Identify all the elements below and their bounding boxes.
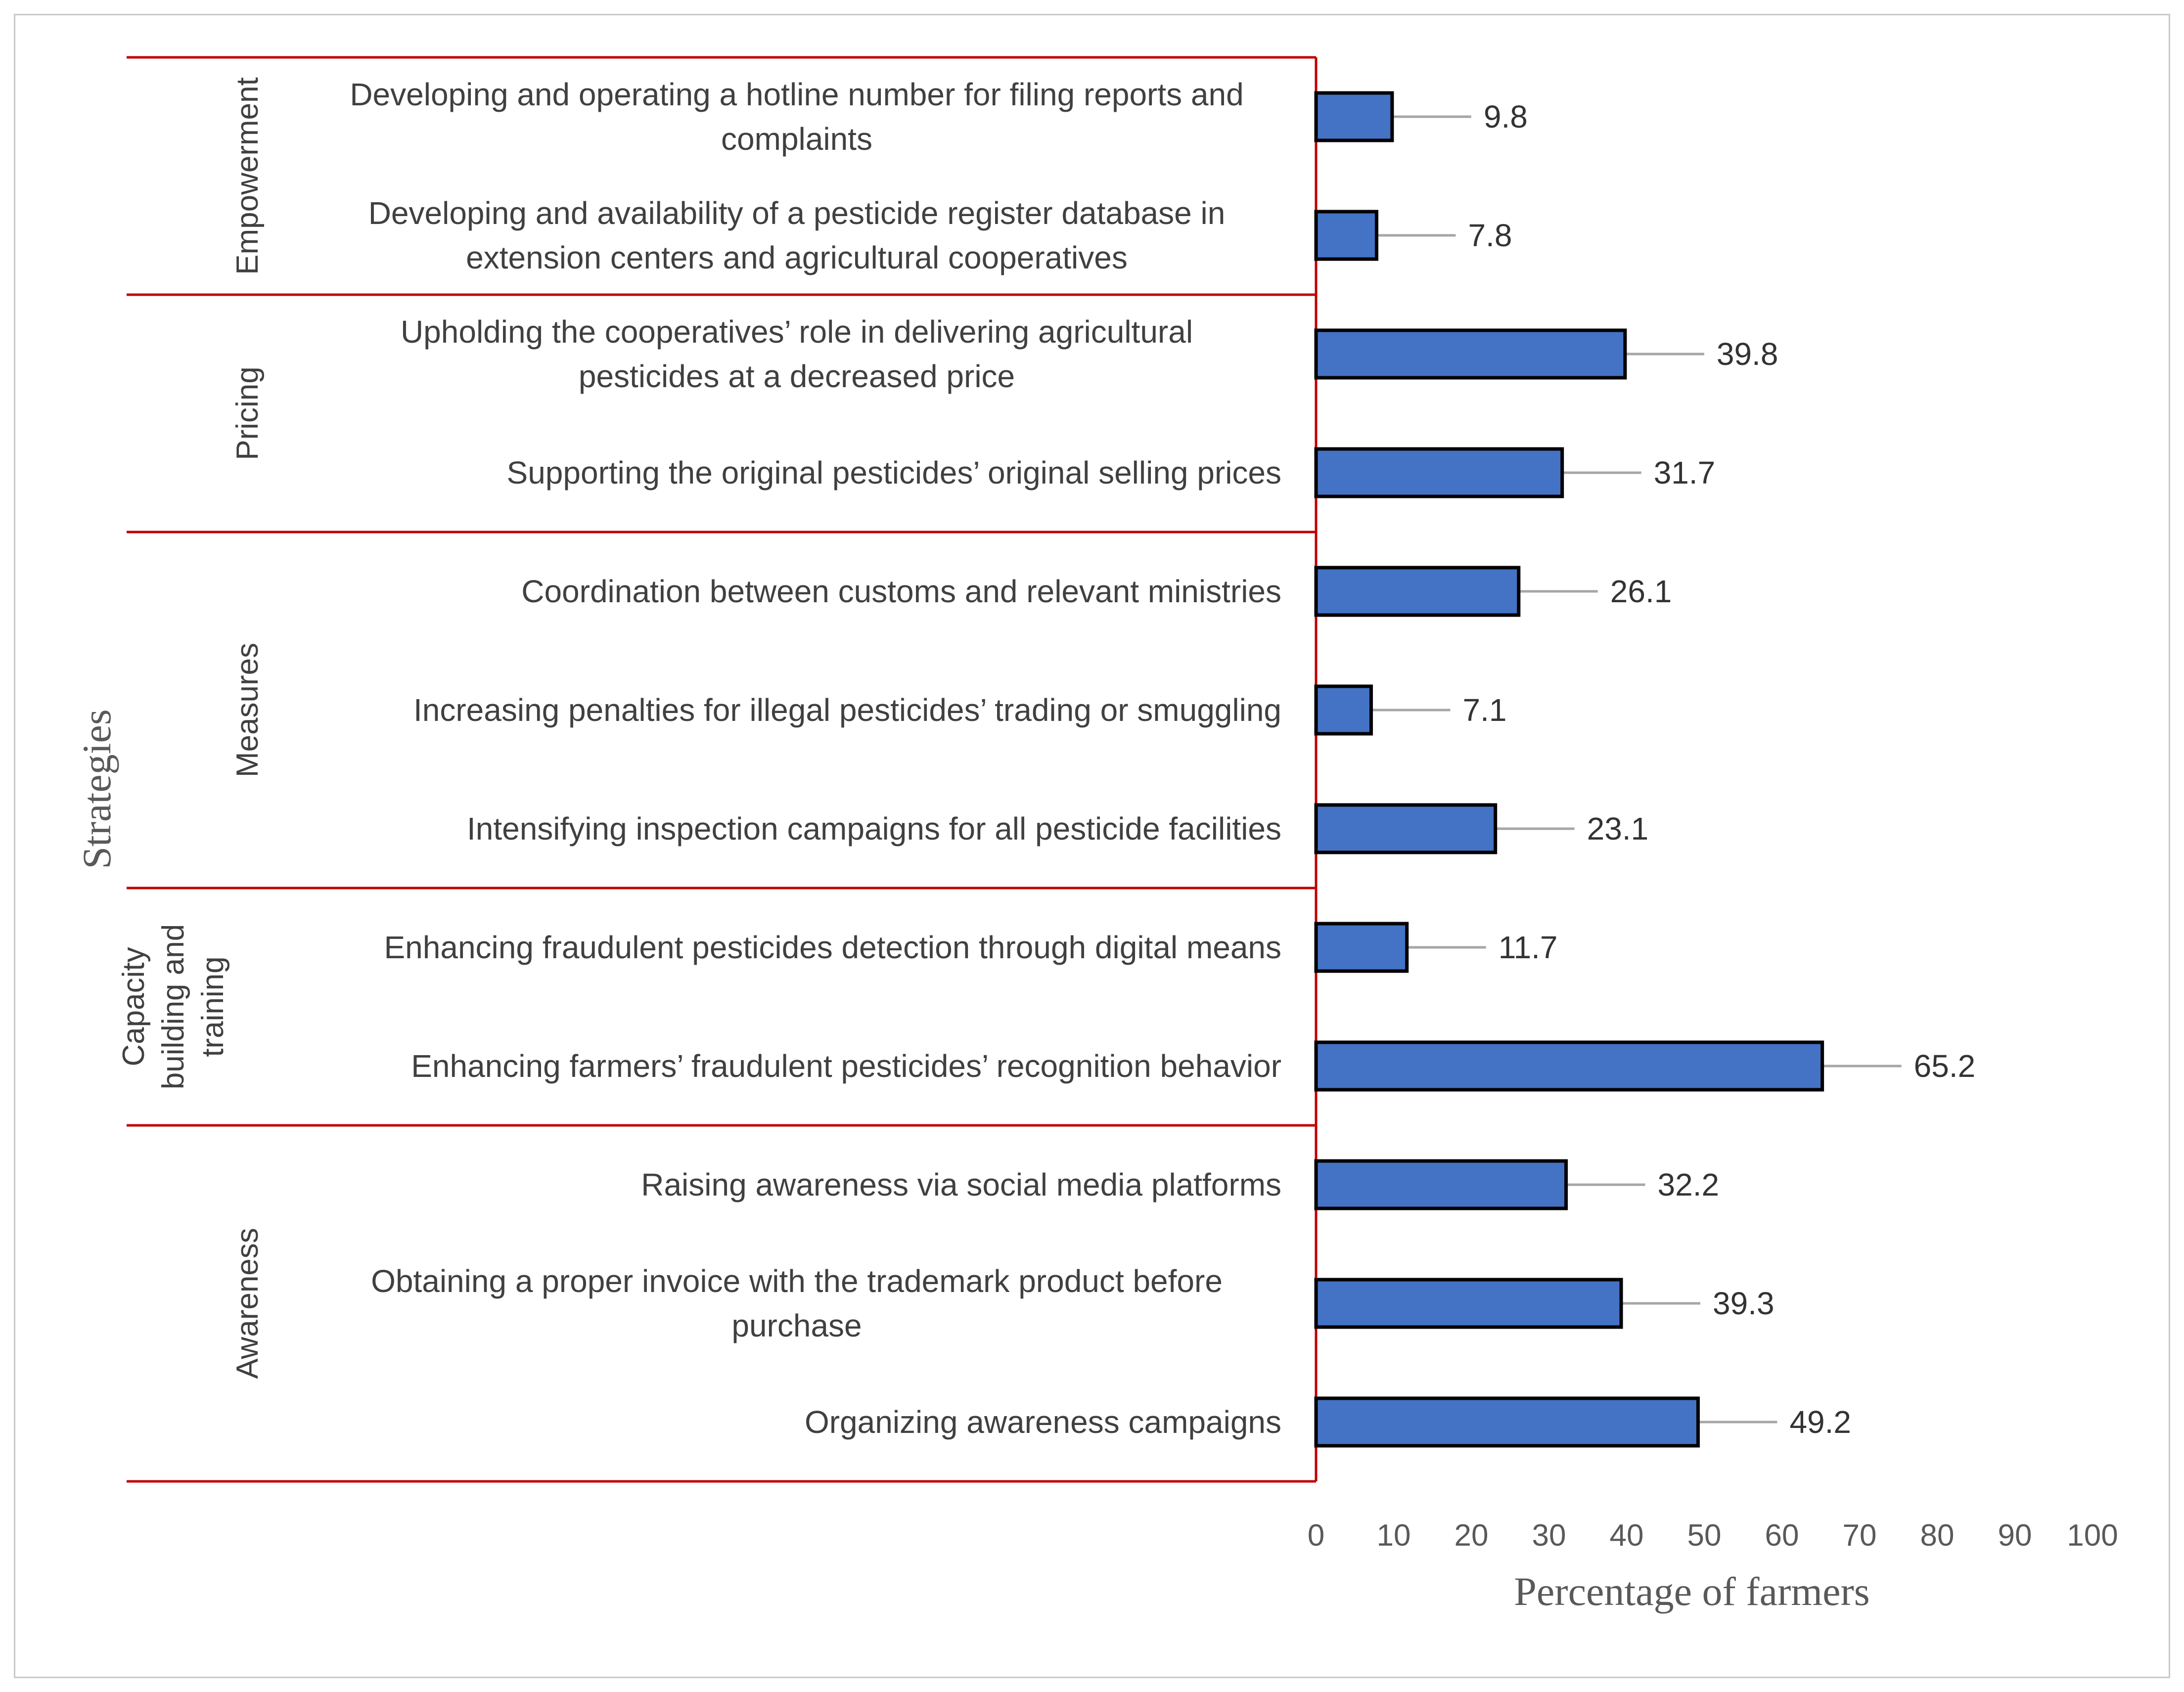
x-tick-label: 20: [1455, 1518, 1489, 1553]
value-label: 26.1: [1610, 574, 1672, 609]
category-label-line: extension centers and agricultural coope…: [466, 240, 1128, 275]
value-label: 7.8: [1468, 218, 1512, 253]
bar-chart: Empowerment Pricing Measures Capacity buildi…: [74, 56, 2118, 1614]
category-label-line: pesticides at a decreased price: [579, 358, 1015, 394]
group-labels: Empowerment Pricing Measures Capacity buildi…: [117, 77, 265, 1379]
value-label: 32.2: [1658, 1167, 1720, 1202]
category-label-line: Obtaining a proper invoice with the trad…: [371, 1263, 1223, 1299]
bars: [1314, 91, 1824, 1448]
bar: [1314, 1040, 1824, 1092]
group-label-line: training: [196, 956, 230, 1057]
x-tick-label: 0: [1308, 1518, 1324, 1553]
category-label-line: Coordination between customs and relevan…: [521, 574, 1281, 609]
bar: [1314, 684, 1373, 736]
bar: [1314, 447, 1564, 498]
group-label-line: Measures: [230, 643, 265, 777]
x-axis-title: Percentage of farmers: [1514, 1569, 1869, 1614]
category-label-line: Developing and availability of a pestici…: [368, 195, 1226, 231]
x-tick-label: 100: [2067, 1518, 2118, 1553]
value-label: 39.3: [1713, 1286, 1774, 1321]
category-label-line: complaints: [721, 121, 872, 157]
y-axis-title: Strategies: [74, 709, 119, 869]
bar: [1314, 91, 1394, 142]
group-label: Empowerment: [230, 77, 265, 275]
category-label: Developing and operating a hotline numbe…: [350, 77, 1243, 157]
bar: [1314, 1278, 1623, 1329]
x-tick-label: 60: [1765, 1518, 1799, 1553]
category-label: Increasing penalties for illegal pestici…: [413, 692, 1281, 728]
category-labels: Developing and operating a hotline numbe…: [350, 77, 1281, 1440]
value-leader-lines: [1371, 115, 1902, 1424]
category-label-line: Increasing penalties for illegal pestici…: [413, 692, 1281, 728]
group-label: Measures: [230, 643, 265, 777]
bar: [1314, 922, 1409, 973]
x-tick-label: 70: [1843, 1518, 1877, 1553]
category-label: Upholding the cooperatives’ role in deli…: [401, 314, 1193, 394]
bar: [1314, 328, 1627, 380]
bar: [1314, 210, 1378, 261]
group-label: Awareness: [230, 1228, 265, 1379]
category-label: Supporting the original pesticides’ orig…: [507, 455, 1282, 490]
category-label: Developing and availability of a pestici…: [368, 195, 1226, 275]
x-tick-label: 10: [1377, 1518, 1411, 1553]
category-label-line: Organizing awareness campaigns: [805, 1404, 1281, 1440]
value-label: 39.8: [1717, 336, 1778, 372]
category-label: Organizing awareness campaigns: [805, 1404, 1281, 1440]
group-label-line: building and: [156, 924, 190, 1089]
category-label: Coordination between customs and relevan…: [521, 574, 1281, 609]
category-label: Obtaining a proper invoice with the trad…: [371, 1263, 1223, 1343]
value-label: 9.8: [1484, 99, 1528, 134]
category-label: Raising awareness via social media platf…: [641, 1167, 1281, 1202]
category-label-line: Intensifying inspection campaigns for al…: [467, 811, 1281, 846]
value-label: 11.7: [1499, 930, 1558, 965]
group-label-line: Empowerment: [230, 77, 265, 275]
value-label: 31.7: [1654, 455, 1716, 490]
value-label: 49.2: [1789, 1404, 1851, 1440]
category-label-line: Upholding the cooperatives’ role in deli…: [401, 314, 1193, 350]
x-tick-label: 90: [1998, 1518, 2032, 1553]
value-label: 7.1: [1462, 692, 1506, 728]
x-tick-label: 50: [1687, 1518, 1722, 1553]
value-labels: 9.8 7.8 39.8 31.7 26.1 7.1 23.1 11.7 65.2 32.2 39.…: [1462, 99, 1975, 1440]
bar: [1314, 566, 1521, 617]
bar: [1314, 1396, 1700, 1448]
category-label: Intensifying inspection campaigns for al…: [467, 811, 1281, 846]
category-label-line: Enhancing fraudulent pesticides detectio…: [384, 930, 1281, 965]
x-axis-ticks: 0 10 20 30 40 50 60 70 80 90 100: [1308, 1518, 2118, 1553]
group-label-line: Awareness: [230, 1228, 265, 1379]
value-label: 23.1: [1587, 811, 1649, 846]
category-label-line: Raising awareness via social media platf…: [641, 1167, 1281, 1202]
group-label: Capacity building and training: [117, 924, 230, 1089]
category-label-line: Supporting the original pesticides’ orig…: [507, 455, 1282, 490]
bar: [1314, 803, 1498, 854]
bar: [1314, 1159, 1568, 1210]
value-label: 65.2: [1914, 1048, 1976, 1084]
category-label-line: purchase: [731, 1308, 862, 1343]
category-label: Enhancing farmers’ fraudulent pesticides…: [411, 1048, 1281, 1084]
x-tick-label: 30: [1532, 1518, 1566, 1553]
category-label-line: Developing and operating a hotline numbe…: [350, 77, 1243, 112]
category-label-line: Enhancing farmers’ fraudulent pesticides…: [411, 1048, 1281, 1084]
group-label-line: Pricing: [230, 366, 265, 460]
x-tick-label: 80: [1920, 1518, 1955, 1553]
group-label-line: Capacity: [117, 947, 151, 1066]
category-label: Enhancing fraudulent pesticides detectio…: [384, 930, 1281, 965]
group-separators: [127, 56, 1318, 1483]
group-label: Pricing: [230, 366, 265, 460]
x-tick-label: 40: [1610, 1518, 1644, 1553]
figure-frame: Empowerment Pricing Measures Capacity buildi…: [14, 14, 2170, 1678]
